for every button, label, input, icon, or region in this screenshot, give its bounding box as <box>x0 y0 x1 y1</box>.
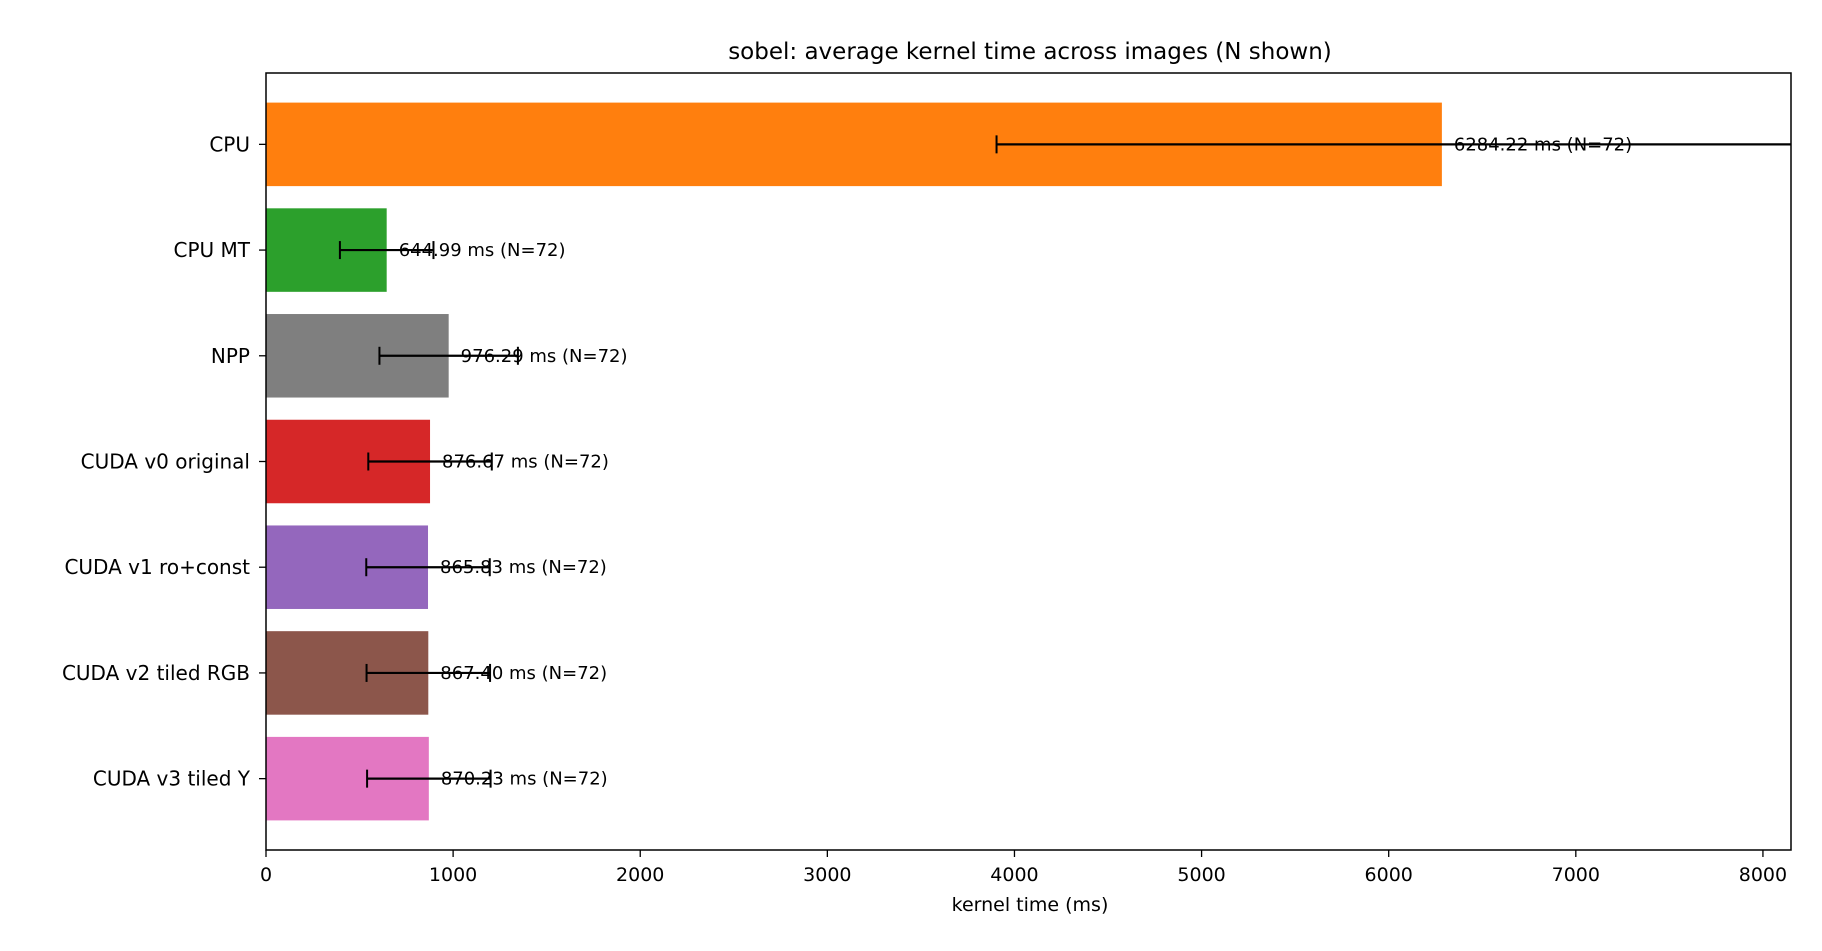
data-label: 867.40 ms (N=72) <box>440 663 607 684</box>
x-tick-label: 8000 <box>1739 864 1787 886</box>
x-tick-label: 3000 <box>803 864 851 886</box>
x-tick-label: 1000 <box>429 864 477 886</box>
x-tick-label: 7000 <box>1552 864 1600 886</box>
x-axis-label: kernel time (ms) <box>952 894 1109 916</box>
chart-title: sobel: average kernel time across images… <box>728 39 1332 65</box>
data-label: 6284.22 ms (N=72) <box>1454 134 1632 155</box>
data-label: 644.99 ms (N=72) <box>399 240 566 261</box>
category-label: CUDA v0 original <box>81 450 250 474</box>
data-label: 870.23 ms (N=72) <box>441 769 608 790</box>
data-label: 976.29 ms (N=72) <box>461 346 628 367</box>
data-label: 865.83 ms (N=72) <box>440 557 607 578</box>
data-label: 876.67 ms (N=72) <box>442 452 609 473</box>
category-label: CUDA v2 tiled RGB <box>62 661 250 685</box>
x-tick-label: 0 <box>260 864 272 886</box>
category-label: NPP <box>211 344 250 368</box>
plot-area: 6284.22 ms (N=72) CPU 644.99 ms (N=72) CPU … <box>62 72 1792 886</box>
x-tick-label: 5000 <box>1177 864 1225 886</box>
category-label: CPU MT <box>174 238 251 262</box>
x-tick-label: 2000 <box>616 864 664 886</box>
category-label: CPU <box>209 132 250 156</box>
plot-frame <box>265 72 1792 851</box>
x-tick-label: 6000 <box>1365 864 1413 886</box>
category-label: CUDA v3 tiled Y <box>93 767 251 791</box>
x-tick-label: 4000 <box>990 864 1038 886</box>
category-label: CUDA v1 ro+const <box>64 555 250 579</box>
